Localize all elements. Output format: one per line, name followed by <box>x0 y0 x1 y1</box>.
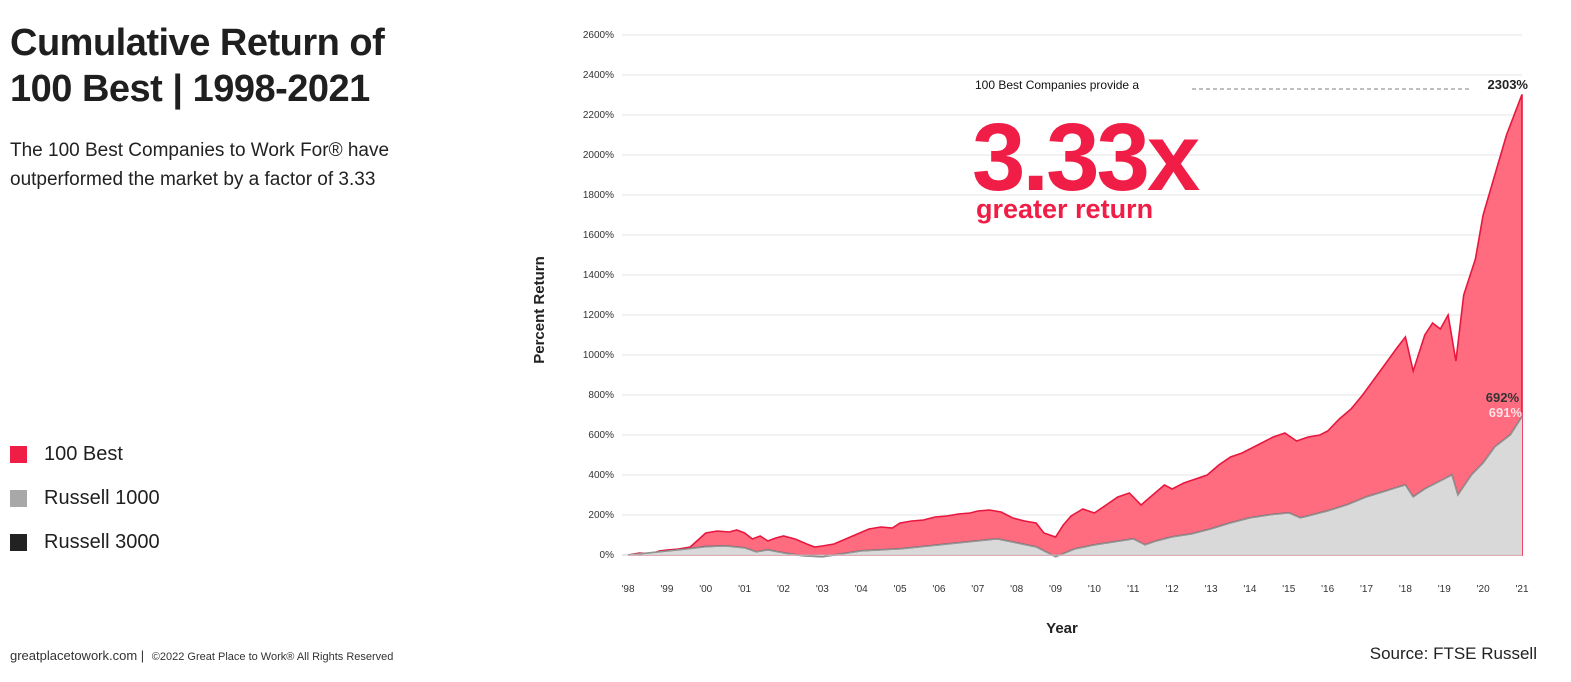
x-tick-label: '07 <box>971 584 984 595</box>
title-line-2: 100 Best | 1998-2021 <box>10 68 370 110</box>
legend: 100 Best Russell 1000 Russell 3000 <box>10 432 160 564</box>
x-tick-label: '18 <box>1399 584 1412 595</box>
y-tick-label: 1400% <box>583 270 614 281</box>
area-layer <box>622 94 1523 558</box>
footer-copyright: ©2022 Great Place to Work® All Rights Re… <box>151 651 394 663</box>
x-tick-label: '15 <box>1282 584 1295 595</box>
y-tick-label: 1800% <box>583 190 614 201</box>
title-line-1: Cumulative Return of <box>10 22 385 64</box>
legend-item-russell-3000: Russell 3000 <box>10 520 160 564</box>
y-tick-label: 0% <box>600 550 615 561</box>
x-tick-label: '03 <box>816 584 829 595</box>
y-tick-label: 400% <box>588 470 614 481</box>
footer: greatplacetowork.com | ©2022 Great Place… <box>10 648 393 663</box>
end-label-russell-3000: 692% <box>1486 390 1520 405</box>
x-tick-label: '09 <box>1049 584 1062 595</box>
legend-item-100-best: 100 Best <box>10 432 160 476</box>
x-tick-label: '04 <box>855 584 868 595</box>
y-tick-label: 1000% <box>583 350 614 361</box>
x-tick-label: '19 <box>1438 584 1451 595</box>
x-tick-label: '08 <box>1010 584 1023 595</box>
x-tick-label: '98 <box>621 584 634 595</box>
chart-title: Cumulative Return of 100 Best | 1998-202… <box>10 20 385 112</box>
y-tick-label: 2600% <box>583 30 614 41</box>
x-tick-label: '05 <box>894 584 907 595</box>
y-tick-label: 800% <box>588 390 614 401</box>
x-tick-label: '16 <box>1321 584 1334 595</box>
y-tick-label: 2200% <box>583 110 614 121</box>
legend-swatch-russell-3000 <box>10 533 27 551</box>
line-russell-1000 <box>627 416 1523 558</box>
x-tick-label: '02 <box>777 584 790 595</box>
x-tick-label: '06 <box>932 584 945 595</box>
x-tick-label: '17 <box>1360 584 1373 595</box>
legend-item-russell-1000: Russell 1000 <box>10 476 160 520</box>
x-tick-label: '10 <box>1088 584 1101 595</box>
legend-label-100-best: 100 Best <box>44 442 123 465</box>
legend-label-russell-1000: Russell 1000 <box>44 486 160 509</box>
end-label-100-best: 2303% <box>1488 77 1529 92</box>
chart-subtitle: The 100 Best Companies to Work For® have… <box>10 140 390 190</box>
tick-layer: 0% 200% 400% 600% 800% 1000% 1200% 1400% 1600% 18… <box>583 30 1529 595</box>
y-tick-label: 600% <box>588 430 614 441</box>
source-note: Source: FTSE Russell <box>1369 644 1537 663</box>
annotation-provide-text: 100 Best Companies provide a <box>975 78 1139 92</box>
annotation-multiplier: 3.33x <box>972 104 1200 211</box>
y-tick-label: 2000% <box>583 150 614 161</box>
footer-site-link[interactable]: greatplacetowork.com | <box>10 648 145 663</box>
x-tick-label: '21 <box>1515 584 1528 595</box>
x-tick-label: '20 <box>1477 584 1490 595</box>
y-axis-title: Percent Return <box>531 256 548 364</box>
legend-swatch-russell-1000 <box>10 489 27 507</box>
x-tick-label: '11 <box>1127 584 1140 595</box>
x-tick-label: '01 <box>738 584 751 595</box>
x-tick-label: '00 <box>699 584 712 595</box>
end-label-russell-1000: 691% <box>1489 405 1523 420</box>
legend-label-russell-3000: Russell 3000 <box>44 530 160 553</box>
x-tick-label: '14 <box>1243 584 1256 595</box>
x-axis-title: Year <box>1046 620 1078 637</box>
y-tick-label: 2400% <box>583 70 614 81</box>
cumulative-return-chart: 0% 200% 400% 600% 800% 1000% 1200% 1400% 1600% 18… <box>531 30 1529 637</box>
y-tick-label: 1600% <box>583 230 614 241</box>
x-tick-label: '13 <box>1205 584 1218 595</box>
area-russell-1000 <box>628 416 1522 557</box>
annotation-greater-return: greater return <box>976 194 1153 224</box>
x-tick-label: '99 <box>660 584 673 595</box>
y-tick-label: 200% <box>588 510 614 521</box>
legend-swatch-100-best <box>10 445 27 463</box>
x-tick-label: '12 <box>1166 584 1179 595</box>
y-tick-label: 1200% <box>583 310 614 321</box>
